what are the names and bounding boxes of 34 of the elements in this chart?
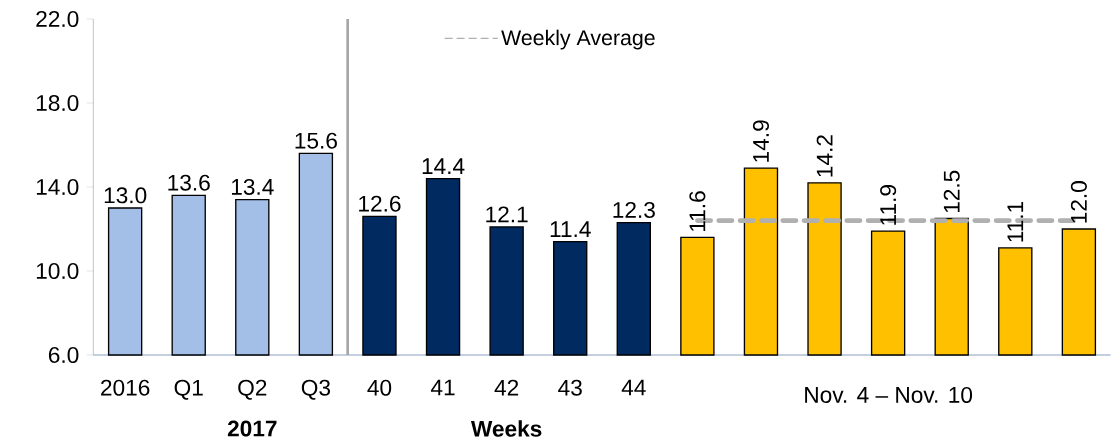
data-label: 13.4	[231, 178, 274, 195]
data-label: 13.6	[168, 174, 210, 191]
data-label: 11.4	[550, 221, 591, 237]
data-label: 12.5	[943, 170, 960, 213]
data-label: 14.9	[752, 120, 769, 162]
y-tick-label: 10.0	[36, 262, 79, 280]
legend-label: Weekly Average	[501, 29, 655, 50]
x-tick-label: Q1	[174, 379, 203, 400]
data-label: 11.1	[1007, 201, 1024, 242]
y-tick-label: 6.0	[48, 346, 79, 364]
data-label: 11.6	[689, 191, 706, 231]
y-tick-label: 14.0	[36, 178, 79, 196]
x-tick-label: Q3	[301, 379, 330, 400]
data-label: 12.1	[486, 206, 528, 223]
data-label: 11.9	[880, 185, 897, 225]
x-tick-label: 40	[367, 379, 392, 396]
data-label: 14.2	[816, 135, 833, 177]
data-label: 12.3	[613, 201, 655, 219]
data-label: 12.0	[1070, 181, 1087, 223]
data-label: 14.4	[422, 158, 465, 174]
x-tick-label: 44	[621, 379, 646, 396]
data-label: 15.6	[295, 132, 337, 149]
x-tick-label: 42	[494, 379, 519, 396]
x-tick-label: Q2	[238, 379, 267, 400]
text: Nov. 4 – Nov. 10	[805, 386, 973, 403]
x-tick-label: 41	[430, 379, 455, 396]
data-label: 12.6	[359, 195, 401, 212]
y-tick-label: 22.0	[36, 10, 79, 28]
y-tick-label: 18.0	[36, 94, 79, 112]
x-tick-label: 43	[558, 379, 582, 396]
text: 2017	[227, 420, 277, 437]
text: Weeks	[470, 420, 542, 437]
x-tick-label: 2016	[101, 379, 150, 396]
data-label: 13.0	[104, 187, 147, 204]
